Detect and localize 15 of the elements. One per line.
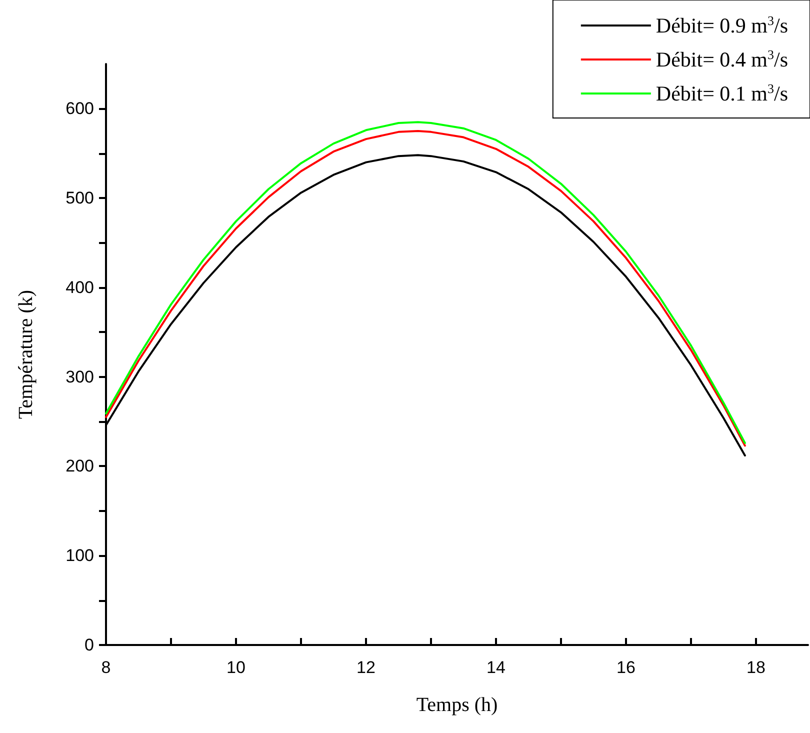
y-axis-title: Température (k) bbox=[15, 290, 37, 420]
y-tick-label: 600 bbox=[66, 99, 94, 118]
x-tick-label: 12 bbox=[356, 658, 376, 677]
x-axis-title: Temps (h) bbox=[416, 694, 498, 716]
x-tick-label: 18 bbox=[746, 658, 766, 677]
y-tick-label: 300 bbox=[66, 367, 94, 386]
x-tick-label: 16 bbox=[616, 658, 636, 677]
y-tick-label: 0 bbox=[84, 636, 94, 654]
x-tick-label: 8 bbox=[101, 658, 111, 677]
x-tick-label: 10 bbox=[226, 658, 246, 677]
y-tick-label: 500 bbox=[66, 188, 94, 208]
x-tick-label: 14 bbox=[486, 658, 506, 677]
y-tick-label: 400 bbox=[66, 278, 94, 297]
y-tick-label: 200 bbox=[66, 456, 94, 476]
y-tick-label: 100 bbox=[66, 546, 94, 566]
